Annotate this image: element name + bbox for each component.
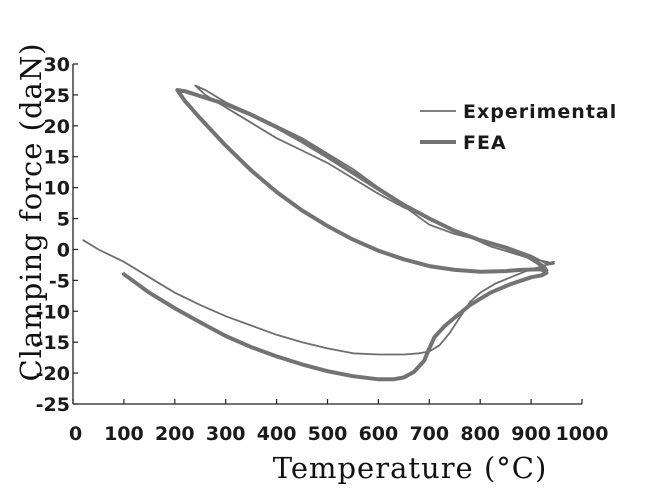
y-tick-label: 15: [44, 147, 70, 169]
y-tick-label: -15: [36, 332, 70, 354]
x-tick-label: 1000: [556, 423, 609, 445]
legend-label-fea: FEA: [463, 132, 507, 154]
x-tick-label: 700: [409, 423, 449, 445]
y-tick-label: 10: [44, 178, 70, 200]
x-tick-label: 500: [308, 423, 348, 445]
y-tick-label: 25: [44, 85, 70, 107]
x-tick-label: 900: [511, 423, 551, 445]
y-tick-label: -5: [49, 270, 70, 292]
y-tick-label: 30: [44, 54, 70, 76]
legend-label-experimental: Experimental: [463, 101, 617, 123]
series-line-fea: [121, 88, 549, 382]
y-tick-label: 0: [57, 239, 70, 261]
x-tick-label: 600: [359, 423, 399, 445]
y-tick-label: -20: [36, 363, 70, 385]
y-tick-label: -10: [36, 301, 70, 323]
y-axis-title: Clamping force (daN): [14, 42, 48, 381]
x-tick-label: 400: [257, 423, 297, 445]
x-axis-title: Temperature (°C): [273, 451, 548, 485]
x-tick-label: 800: [460, 423, 500, 445]
series-group: [82, 84, 555, 382]
x-tick-label: 300: [206, 423, 246, 445]
y-tick-label: 20: [44, 116, 70, 138]
x-tick-label: 100: [104, 423, 144, 445]
y-tick-label: 5: [57, 209, 70, 231]
legend: Experimental FEA: [420, 101, 617, 154]
series-line-experimental: [82, 84, 555, 356]
x-tick-label: 0: [69, 423, 82, 445]
x-tick-label: 200: [155, 423, 195, 445]
y-tick-label: -25: [36, 394, 70, 416]
